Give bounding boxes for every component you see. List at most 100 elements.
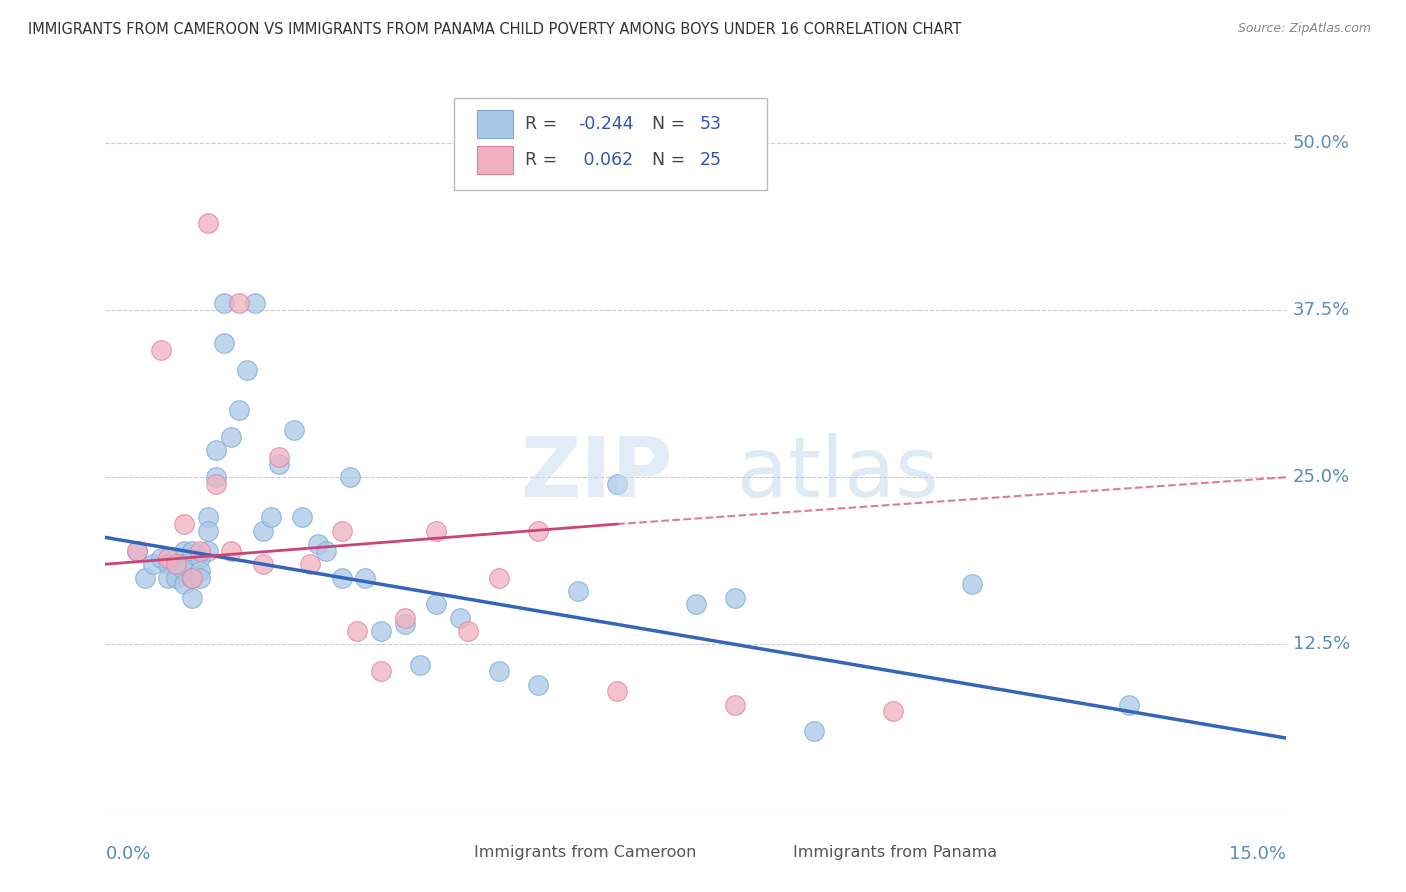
Text: 12.5%: 12.5% xyxy=(1292,635,1350,654)
Point xyxy=(212,296,235,310)
Point xyxy=(315,543,337,558)
Point xyxy=(204,470,226,484)
Point xyxy=(188,543,211,558)
Point xyxy=(149,343,172,357)
Point xyxy=(291,510,314,524)
Text: R =: R = xyxy=(524,115,562,133)
Point xyxy=(370,624,392,639)
Point xyxy=(330,571,353,585)
Point xyxy=(181,571,204,585)
Point xyxy=(228,403,250,417)
Point xyxy=(204,476,226,491)
Point xyxy=(165,571,187,585)
Point xyxy=(803,724,825,739)
Point xyxy=(149,550,172,565)
Point xyxy=(228,296,250,310)
Point xyxy=(165,550,187,565)
FancyBboxPatch shape xyxy=(478,110,513,137)
Text: Immigrants from Cameroon: Immigrants from Cameroon xyxy=(474,845,696,860)
Point xyxy=(606,476,628,491)
Point xyxy=(339,470,361,484)
Point xyxy=(449,611,471,625)
Point xyxy=(188,564,211,578)
FancyBboxPatch shape xyxy=(478,146,513,175)
Point xyxy=(527,678,550,692)
Point xyxy=(425,598,447,612)
Text: 25: 25 xyxy=(700,152,721,169)
Point xyxy=(157,557,180,572)
Point xyxy=(181,591,204,605)
Point xyxy=(307,537,329,551)
Text: 25.0%: 25.0% xyxy=(1292,468,1350,486)
Point xyxy=(188,550,211,565)
Point xyxy=(173,557,195,572)
Text: ZIP: ZIP xyxy=(520,433,672,514)
Text: 37.5%: 37.5% xyxy=(1292,301,1350,319)
Point xyxy=(567,583,589,598)
Point xyxy=(882,705,904,719)
Point xyxy=(488,571,510,585)
Point xyxy=(212,336,235,351)
Point xyxy=(299,557,322,572)
Point xyxy=(457,624,479,639)
Point xyxy=(142,557,165,572)
Point xyxy=(724,591,747,605)
Point xyxy=(425,524,447,538)
Point xyxy=(346,624,368,639)
FancyBboxPatch shape xyxy=(441,841,468,863)
Point xyxy=(960,577,983,591)
Point xyxy=(267,450,290,464)
Point xyxy=(283,424,305,438)
Point xyxy=(157,550,180,565)
Point xyxy=(125,543,148,558)
Point xyxy=(606,684,628,698)
Point xyxy=(173,543,195,558)
Point xyxy=(173,564,195,578)
Point xyxy=(204,443,226,458)
Point xyxy=(173,577,195,591)
Text: R =: R = xyxy=(524,152,562,169)
Point xyxy=(243,296,266,310)
Text: 0.062: 0.062 xyxy=(578,152,633,169)
Point xyxy=(134,571,156,585)
Point xyxy=(394,611,416,625)
Point xyxy=(221,430,243,444)
Point xyxy=(197,510,219,524)
Point xyxy=(188,571,211,585)
Point xyxy=(330,524,353,538)
Point xyxy=(157,571,180,585)
Point xyxy=(252,524,274,538)
Text: IMMIGRANTS FROM CAMEROON VS IMMIGRANTS FROM PANAMA CHILD POVERTY AMONG BOYS UNDE: IMMIGRANTS FROM CAMEROON VS IMMIGRANTS F… xyxy=(28,22,962,37)
Point xyxy=(252,557,274,572)
Point xyxy=(394,617,416,632)
Point xyxy=(527,524,550,538)
Point xyxy=(370,664,392,679)
Point xyxy=(409,657,432,672)
Text: 53: 53 xyxy=(700,115,721,133)
Point xyxy=(181,571,204,585)
Point xyxy=(197,543,219,558)
Point xyxy=(236,363,259,377)
Text: 50.0%: 50.0% xyxy=(1292,134,1350,152)
Point xyxy=(724,698,747,712)
Point xyxy=(685,598,707,612)
Text: N =: N = xyxy=(652,152,690,169)
Text: 0.0%: 0.0% xyxy=(105,846,150,863)
Point xyxy=(197,216,219,230)
Text: Immigrants from Panama: Immigrants from Panama xyxy=(793,845,997,860)
Point xyxy=(267,457,290,471)
Point xyxy=(197,524,219,538)
FancyBboxPatch shape xyxy=(761,841,787,863)
Point xyxy=(125,543,148,558)
Point xyxy=(173,516,195,531)
Point xyxy=(354,571,377,585)
Point xyxy=(181,543,204,558)
Point xyxy=(221,543,243,558)
Text: Source: ZipAtlas.com: Source: ZipAtlas.com xyxy=(1237,22,1371,36)
Text: atlas: atlas xyxy=(737,433,939,514)
Text: 15.0%: 15.0% xyxy=(1229,846,1286,863)
FancyBboxPatch shape xyxy=(454,98,766,190)
Point xyxy=(1118,698,1140,712)
Text: -0.244: -0.244 xyxy=(578,115,634,133)
Point xyxy=(488,664,510,679)
